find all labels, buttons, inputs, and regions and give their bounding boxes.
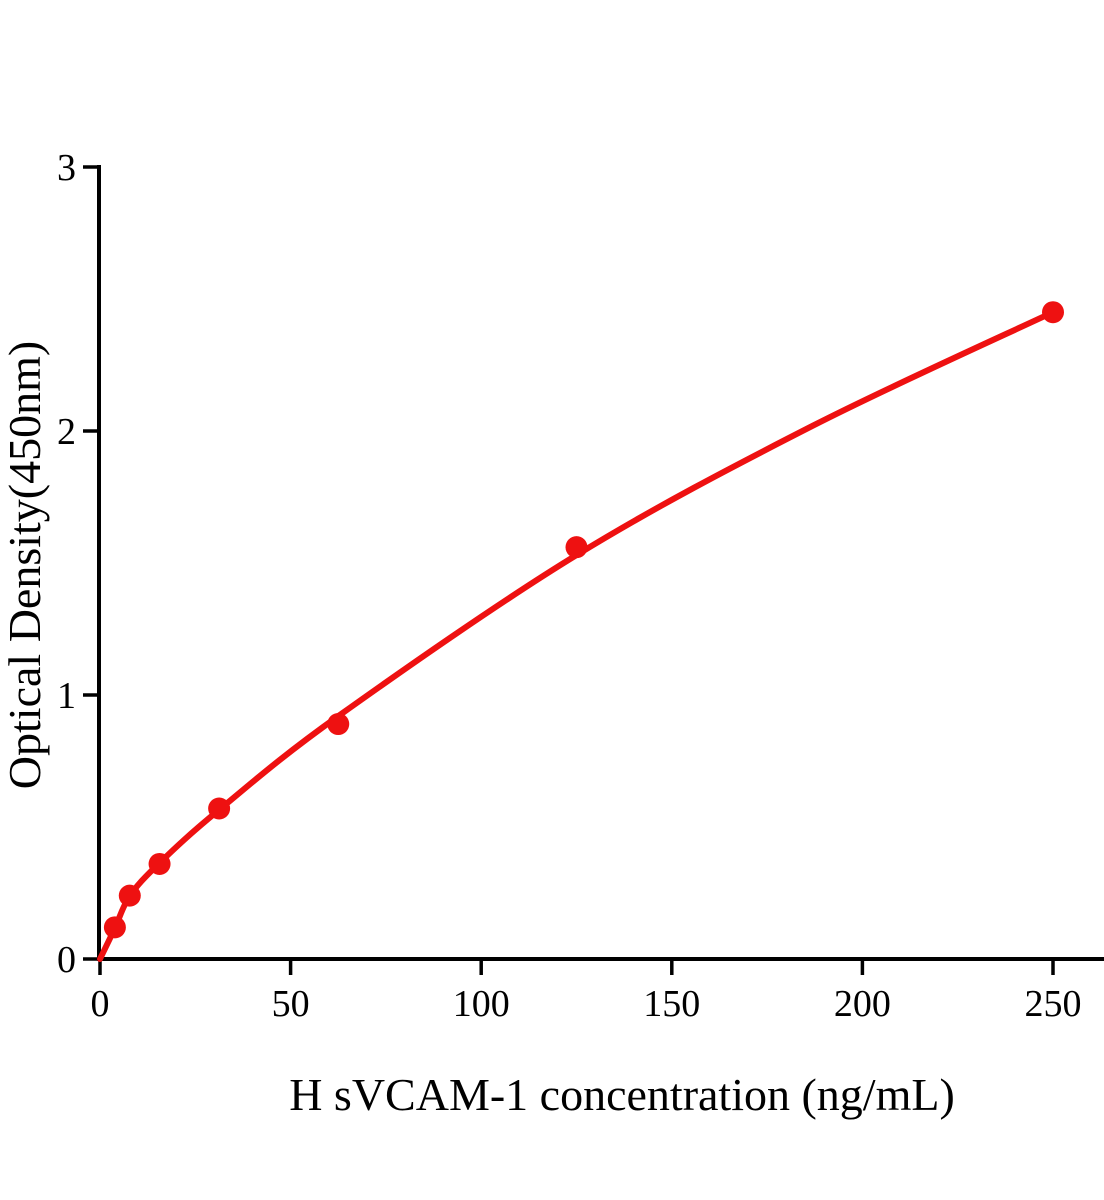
data-point: [1042, 301, 1064, 324]
fitted-curve-layer: [97, 309, 1056, 962]
data-point: [208, 797, 231, 820]
x-tick-label: 50: [272, 983, 310, 1025]
y-tick-label: 2: [57, 411, 76, 453]
data-point: [103, 916, 126, 939]
data-point: [118, 884, 141, 907]
y-tick-label: 3: [57, 147, 76, 189]
x-axis-title: H sVCAM-1 concentration (ng/mL): [289, 1069, 955, 1120]
y-tick-label: 0: [57, 939, 76, 981]
data-point: [327, 713, 350, 736]
x-tick-label: 100: [453, 983, 510, 1025]
data-points-layer: [103, 301, 1064, 939]
data-point: [565, 536, 588, 559]
axes-layer: 0 50 100 150 200 250 0 1 2 3: [57, 147, 1104, 1025]
x-tick-label: 0: [91, 983, 110, 1025]
y-axis-title: Optical Density(450nm): [0, 341, 50, 789]
x-tick-label: 250: [1025, 983, 1082, 1025]
x-tick-label: 200: [834, 983, 891, 1025]
x-tick-label: 150: [643, 983, 700, 1025]
fitted-curve: [97, 309, 1056, 962]
data-point: [148, 852, 171, 875]
y-tick-label: 1: [57, 675, 76, 717]
